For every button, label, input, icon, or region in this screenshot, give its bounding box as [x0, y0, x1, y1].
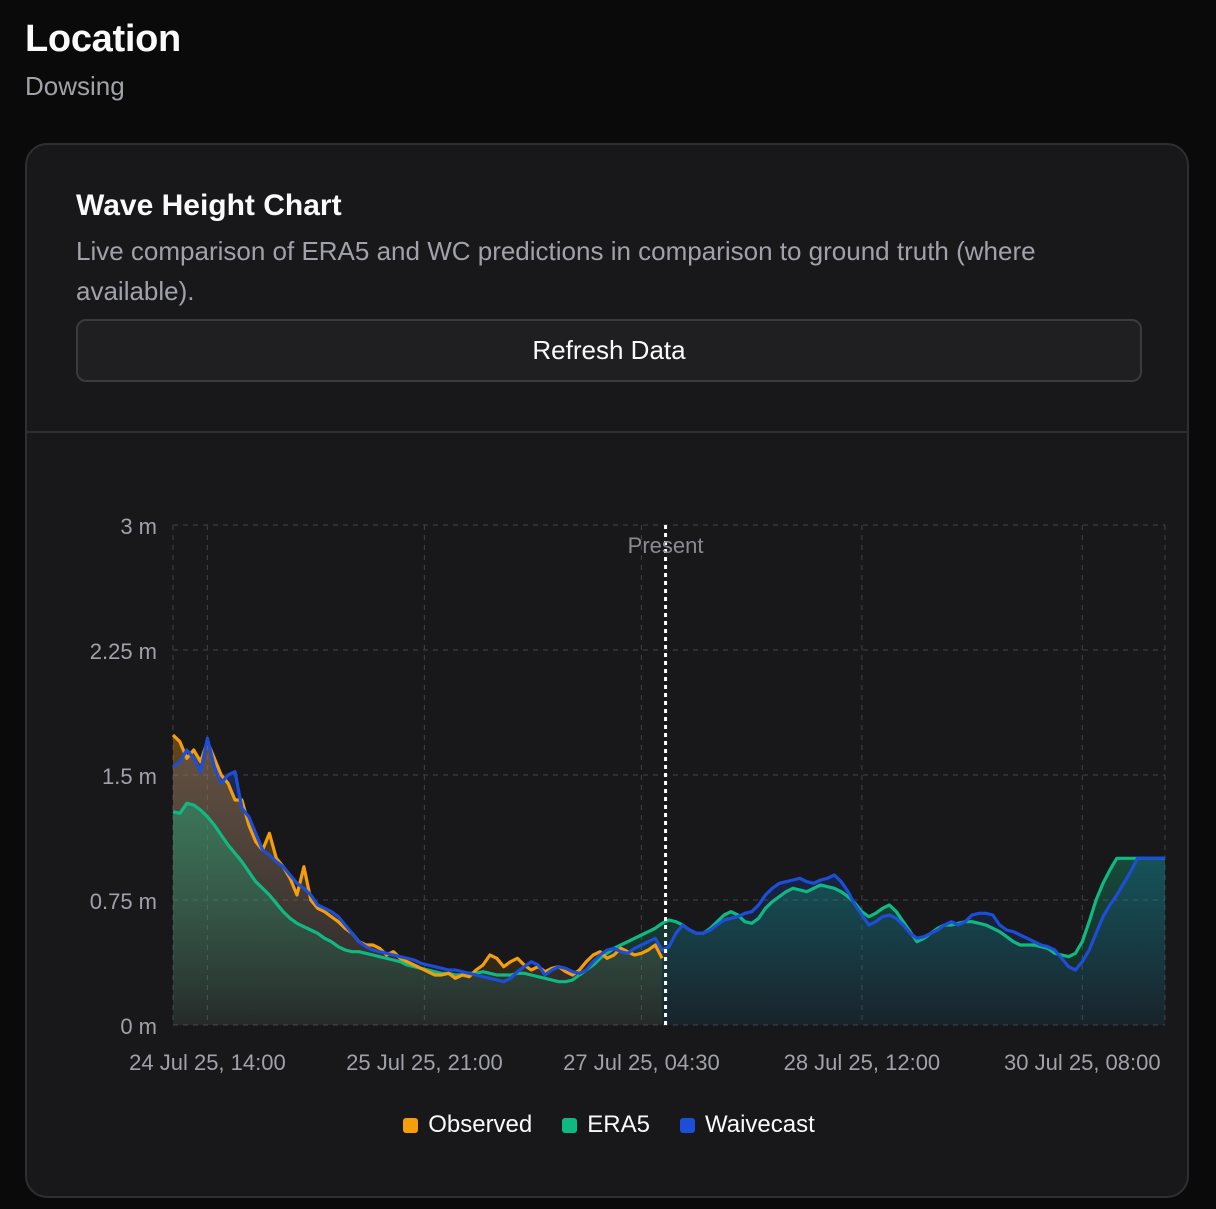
series-line-waivecast — [172, 736, 1165, 984]
page-title: Location — [25, 18, 181, 60]
waivecast-swatch — [679, 1117, 695, 1133]
page-header: Location Dowsing — [25, 18, 181, 102]
y-tick-label: 1.5 m — [102, 764, 157, 789]
legend-label-era5: ERA5 — [587, 1111, 650, 1138]
chart-legend: Observed ERA5 Waivecast — [27, 1111, 1187, 1139]
present-marker: Present — [628, 525, 704, 1025]
x-tick-label: 27 Jul 25, 04:30 — [563, 1050, 720, 1075]
wave-height-chart: 0 m 0.75 m 1.5 m 2.25 m 3 m 24 Jul 25, 14:00 2… — [90, 514, 1166, 1075]
x-tick-label: 28 Jul 25, 12:00 — [784, 1050, 941, 1075]
x-tick-label: 25 Jul 25, 21:00 — [346, 1050, 503, 1075]
card-description: Live comparison of ERA5 and WC predictio… — [76, 236, 1036, 306]
observed-swatch — [403, 1117, 419, 1133]
y-tick-label: 2.25 m — [90, 639, 157, 664]
refresh-data-button[interactable]: Refresh Data — [76, 319, 1142, 382]
legend-item-observed[interactable]: Observed — [403, 1111, 532, 1139]
card-header: Wave Height Chart Live comparison of ERA… — [27, 145, 1187, 433]
chart-axes: 0 m 0.75 m 1.5 m 2.25 m 3 m 24 Jul 25, 14:00 2… — [90, 514, 1161, 1075]
y-tick-label: 0 m — [120, 1014, 157, 1039]
page-subtitle: Dowsing — [25, 71, 125, 101]
era5-swatch — [562, 1117, 578, 1133]
wave-height-card: Wave Height Chart Live comparison of ERA… — [25, 143, 1189, 1198]
legend-label-waivecast: Waivecast — [704, 1111, 815, 1138]
legend-item-waivecast[interactable]: Waivecast — [679, 1111, 815, 1139]
x-tick-label: 24 Jul 25, 14:00 — [129, 1050, 286, 1075]
present-label: Present — [628, 533, 704, 558]
y-tick-label: 0.75 m — [90, 889, 157, 914]
chart-lines — [171, 733, 1165, 984]
series-line-observed — [171, 733, 664, 980]
legend-item-era5[interactable]: ERA5 — [562, 1111, 650, 1139]
y-tick-label: 3 m — [120, 514, 157, 539]
card-title: Wave Height Chart — [76, 189, 342, 222]
chart-areas — [173, 735, 1165, 1025]
legend-label-observed: Observed — [428, 1111, 533, 1138]
series-line-era5 — [172, 801, 1165, 984]
x-tick-label: 30 Jul 25, 08:00 — [1004, 1050, 1161, 1075]
